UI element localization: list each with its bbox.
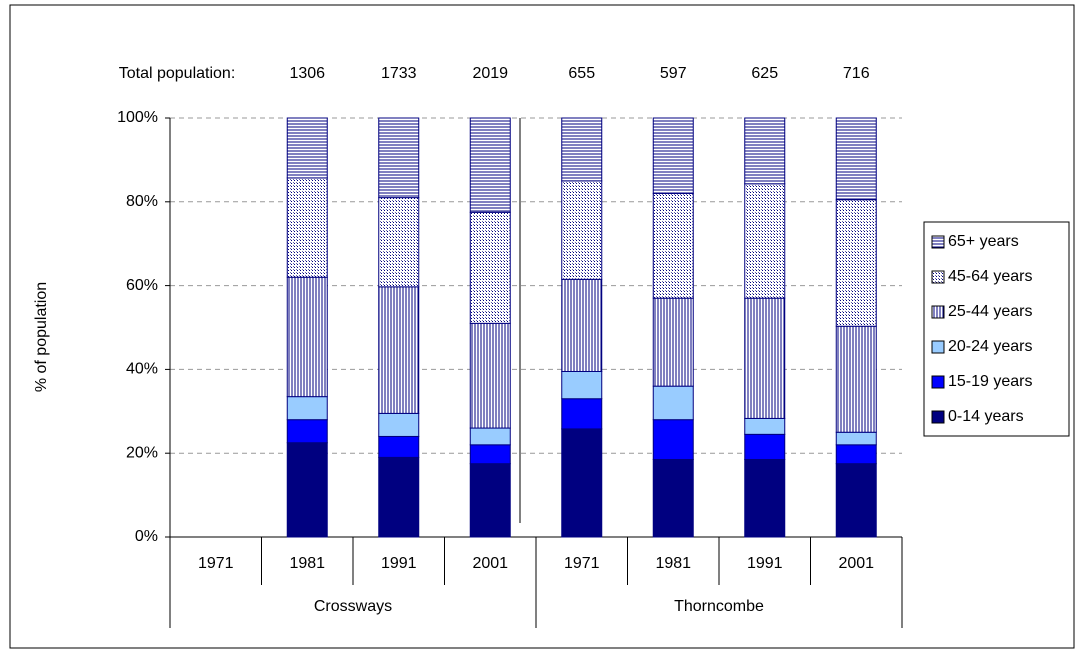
legend-swatch (931, 235, 945, 249)
total-value: 1306 (289, 65, 325, 82)
legend-swatch (931, 375, 945, 389)
bar-segment (378, 412, 420, 437)
x-tick-label: 1971 (564, 555, 600, 572)
bar-segment (744, 417, 786, 435)
bar-segment (469, 117, 511, 213)
group-label: Crossways (314, 598, 392, 615)
y-tick-label: 100% (117, 109, 158, 126)
bar-segment (378, 117, 420, 199)
legend-label: 25-44 years (948, 303, 1033, 320)
bar-segment (469, 322, 511, 429)
total-value: 655 (568, 65, 595, 82)
bar-segment (469, 427, 511, 446)
bar-segment (835, 325, 877, 433)
bar-segment (652, 192, 694, 299)
y-tick-label: 20% (126, 444, 158, 461)
x-tick-label: 1991 (747, 555, 783, 572)
bar-segment (652, 458, 694, 538)
bar-segment (561, 428, 603, 538)
bar-segment (378, 286, 420, 414)
y-tick-label: 60% (126, 277, 158, 294)
bar-segment (286, 276, 328, 398)
bar-segment (835, 431, 877, 446)
bar-segment (286, 396, 328, 421)
bar-segment (835, 463, 877, 538)
bar-segment (835, 199, 877, 327)
legend-swatch (931, 270, 945, 284)
total-label: Total population: (119, 65, 236, 82)
y-tick-label: 80% (126, 193, 158, 210)
legend-label: 20-24 years (948, 338, 1033, 355)
bar-segment (561, 398, 603, 430)
bar-segment (469, 211, 511, 324)
bar-segment (561, 278, 603, 372)
x-tick-label: 1991 (381, 555, 417, 572)
bar-segment (286, 177, 328, 278)
x-tick-label: 2001 (838, 555, 874, 572)
legend-label: 65+ years (948, 233, 1019, 250)
legend-label: 0-14 years (948, 408, 1024, 425)
total-value: 716 (843, 65, 870, 82)
bar-segment (835, 117, 877, 201)
bar-segment (561, 370, 603, 400)
total-value: 597 (660, 65, 687, 82)
legend-label: 45-64 years (948, 268, 1033, 285)
y-tick-label: 0% (135, 528, 158, 545)
group-label: Thorncombe (674, 598, 764, 615)
bar-segment (469, 444, 511, 465)
bar-segment (286, 442, 328, 538)
bar-segment (652, 297, 694, 387)
legend-swatch (931, 410, 945, 424)
bar-segment (744, 297, 786, 419)
total-value: 625 (751, 65, 778, 82)
total-value: 1733 (381, 65, 417, 82)
x-tick-label: 1981 (289, 555, 325, 572)
bar-segment (744, 433, 786, 460)
x-tick-label: 1971 (198, 555, 234, 572)
x-tick-label: 2001 (472, 555, 508, 572)
bar-segment (378, 435, 420, 458)
total-value: 2019 (472, 65, 508, 82)
bar-segment (652, 419, 694, 460)
bar-segment (835, 444, 877, 465)
chart-border (9, 4, 1075, 649)
bar-segment (561, 180, 603, 280)
x-tick-label: 1981 (655, 555, 691, 572)
y-tick-label: 40% (126, 361, 158, 378)
legend-box (923, 221, 1070, 437)
bar-segment (286, 117, 328, 179)
bar-segment (652, 117, 694, 194)
bar-segment (561, 117, 603, 182)
legend-swatch (931, 340, 945, 354)
y-axis-label: % of population (33, 282, 50, 392)
legend-swatch (931, 305, 945, 319)
legend-label: 15-19 years (948, 373, 1033, 390)
bar-segment (286, 419, 328, 444)
bar-segment (378, 456, 420, 538)
bar-segment (378, 197, 420, 288)
bar-segment (744, 458, 786, 538)
bar-segment (744, 183, 786, 299)
bar-segment (744, 117, 786, 185)
bar-segment (469, 463, 511, 538)
bar-segment (652, 385, 694, 421)
